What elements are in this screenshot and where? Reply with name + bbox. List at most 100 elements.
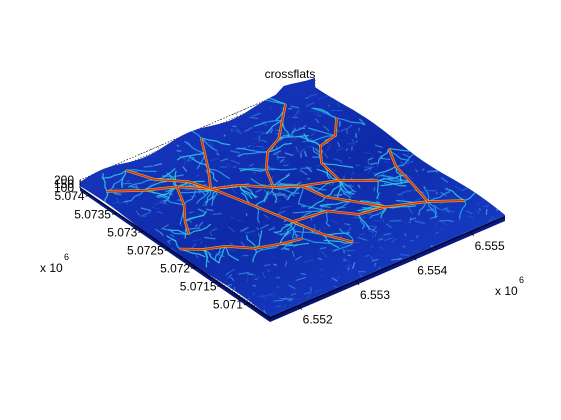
texture-streak xyxy=(260,147,268,150)
texture-streak xyxy=(442,221,446,226)
texture-streak xyxy=(305,101,315,108)
texture-streak xyxy=(230,128,240,134)
tributary xyxy=(274,221,294,234)
texture-streak xyxy=(440,176,449,183)
texture-streak xyxy=(275,305,282,308)
tributary xyxy=(445,188,466,202)
texture-streak xyxy=(308,93,318,97)
tributary xyxy=(322,233,340,249)
tributary xyxy=(237,151,268,158)
texture-streak xyxy=(487,217,494,222)
tributary xyxy=(162,228,190,235)
tributary xyxy=(102,173,108,192)
texture-streak xyxy=(273,263,277,267)
texture-streak xyxy=(273,299,284,302)
texture-streak xyxy=(279,158,285,163)
texture-streak xyxy=(351,262,356,269)
texture-streak xyxy=(385,223,392,229)
texture-streak xyxy=(405,174,414,179)
texture-streak xyxy=(303,259,314,263)
tributary xyxy=(255,243,281,254)
texture-streak xyxy=(245,213,248,217)
texture-streak xyxy=(315,289,318,293)
texture-streak xyxy=(272,225,275,229)
texture-streak xyxy=(346,185,355,188)
main-channel xyxy=(125,169,354,243)
x-tick-mark xyxy=(470,231,474,237)
tributary xyxy=(338,180,352,196)
texture-streak xyxy=(320,246,327,250)
tributary xyxy=(203,248,220,264)
texture-streak xyxy=(331,167,337,173)
texture-streak xyxy=(198,221,204,228)
x-axis-multiplier: x 10 xyxy=(495,284,518,298)
texture-streak xyxy=(216,152,220,156)
texture-streak xyxy=(288,284,296,290)
texture-streak xyxy=(183,160,186,166)
texture-streak xyxy=(317,95,328,100)
texture-streak xyxy=(415,235,419,239)
texture-streak xyxy=(294,255,302,261)
texture-streak xyxy=(169,233,175,238)
tributary xyxy=(239,168,267,172)
texture-streak xyxy=(405,160,414,165)
texture-streak xyxy=(276,153,279,160)
z-tick-label: 150 xyxy=(54,177,74,191)
texture-streak xyxy=(331,277,338,282)
grid-line xyxy=(232,109,245,115)
texture-streak xyxy=(374,144,383,148)
texture-streak xyxy=(313,223,316,230)
texture-streak xyxy=(164,171,168,173)
texture-streak xyxy=(315,118,320,124)
tributary xyxy=(267,142,292,153)
texture-streak xyxy=(223,134,226,137)
y-axis-line xyxy=(79,187,271,319)
texture-streak xyxy=(346,226,352,234)
texture-streak xyxy=(141,211,152,217)
tributary xyxy=(329,200,351,213)
texture-streak xyxy=(384,237,393,242)
texture-streak xyxy=(310,215,318,219)
texture-streak xyxy=(342,249,346,254)
texture-streak xyxy=(140,207,152,212)
y-tick-label: 5.0715 xyxy=(180,280,217,294)
tributary xyxy=(183,190,197,206)
texture-streak xyxy=(303,150,308,158)
texture-streak xyxy=(240,229,247,233)
texture-streak xyxy=(347,124,353,130)
texture-streak xyxy=(113,192,122,196)
texture-streak xyxy=(423,192,427,197)
texture-streak xyxy=(350,170,355,176)
main-channel xyxy=(319,118,340,181)
y-axis-ticks: 5.071 5.0715 5.072 5.0725 5.073 5.0735 5.074 xyxy=(55,189,249,312)
texture-streak xyxy=(340,128,347,132)
main-channel xyxy=(176,186,190,235)
texture-streak xyxy=(317,114,322,117)
y-tick-label: 5.0725 xyxy=(127,243,164,257)
texture-streak xyxy=(227,274,233,279)
tributary xyxy=(311,107,337,119)
texture-streak xyxy=(316,164,321,168)
texture-streak xyxy=(390,238,397,244)
texture-streak xyxy=(410,217,417,221)
tributary xyxy=(308,196,326,210)
texture-streak xyxy=(275,199,282,204)
tributary xyxy=(279,228,294,245)
texture-streak xyxy=(188,227,201,230)
texture-streak xyxy=(134,183,140,190)
texture-streak xyxy=(319,274,324,277)
y-axis-exponent: 6 xyxy=(64,252,69,262)
texture-streak xyxy=(270,290,276,296)
main-channel xyxy=(265,103,287,188)
texture-streak xyxy=(303,291,312,295)
texture-streak xyxy=(318,288,323,292)
texture-streak xyxy=(205,169,208,174)
texture-streak xyxy=(319,245,322,250)
tributary xyxy=(184,211,207,222)
y-tick-mark xyxy=(138,230,144,233)
texture-streak xyxy=(371,258,379,262)
texture-streak xyxy=(277,210,286,216)
texture-streak xyxy=(397,193,403,196)
texture-streak xyxy=(235,219,245,223)
texture-streak xyxy=(368,230,375,234)
